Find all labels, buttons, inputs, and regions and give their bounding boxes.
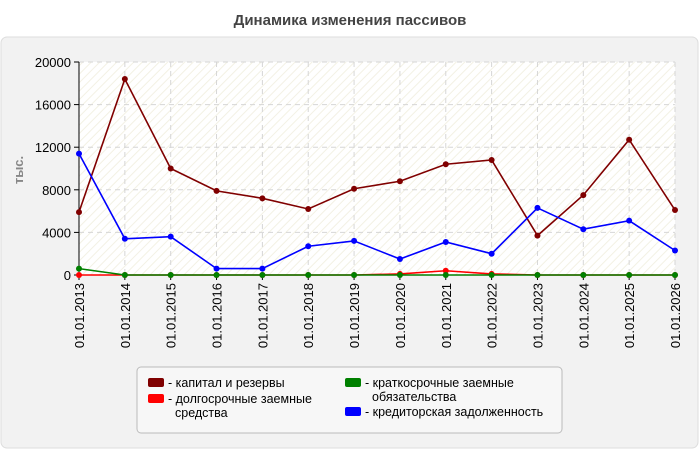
x-tick-label: 01.01.2019	[347, 283, 362, 348]
legend-label: - кредиторская задолженность	[365, 405, 543, 419]
legend-swatch	[148, 378, 164, 387]
data-point	[396, 178, 403, 185]
legend-box	[136, 366, 563, 434]
legend-swatch	[345, 378, 361, 387]
data-point	[626, 217, 633, 224]
x-tick-label: 01.01.2018	[301, 283, 316, 348]
data-point	[580, 192, 587, 199]
y-tick-label: 0	[64, 268, 71, 283]
data-point	[259, 195, 266, 202]
data-point	[351, 272, 358, 278]
x-tick-label: 01.01.2013	[72, 283, 87, 348]
x-tick-labels: 01.01.2013 01.01.2014 01.01.2015 01.01.2016…	[72, 283, 683, 348]
legend-label: - долгосрочные заемные	[168, 392, 312, 406]
data-point	[259, 265, 266, 272]
x-tick-label: 01.01.2023	[530, 283, 545, 348]
data-point	[213, 265, 220, 272]
legend-swatch	[148, 394, 164, 403]
data-point	[76, 265, 82, 272]
data-point	[305, 205, 312, 212]
grid-lines	[79, 61, 676, 275]
data-point	[580, 272, 587, 278]
legend-label: обязательства	[372, 390, 456, 404]
chart-title: Динамика изменения пассивов	[234, 12, 467, 29]
data-point	[76, 272, 82, 278]
x-tick-label: 01.01.2017	[255, 283, 270, 348]
data-point	[488, 250, 495, 257]
x-tick-label: 01.01.2021	[439, 283, 454, 348]
x-tick-label: 01.01.2022	[485, 283, 500, 348]
data-point	[76, 150, 82, 157]
x-tick-label: 01.01.2025	[622, 283, 637, 348]
x-tick-label: 01.01.2026	[668, 283, 683, 348]
x-tick-label: 01.01.2020	[393, 283, 408, 348]
data-point	[76, 209, 82, 216]
series-4	[76, 150, 678, 272]
data-point	[351, 237, 358, 244]
data-point	[305, 272, 312, 278]
data-point	[672, 207, 678, 214]
data-point	[121, 235, 128, 242]
legend-label: - краткосрочные заемные	[365, 376, 514, 390]
data-point	[121, 76, 128, 83]
data-point	[626, 272, 633, 278]
y-tick-label: 8000	[42, 183, 71, 198]
data-point	[167, 233, 174, 240]
data-point	[534, 204, 541, 211]
series-line	[78, 153, 676, 270]
series-line	[78, 77, 676, 237]
plot-area	[79, 62, 675, 275]
data-point	[488, 156, 495, 163]
data-point	[396, 256, 403, 263]
data-point	[396, 272, 403, 278]
x-tick-label: 01.01.2024	[576, 283, 591, 348]
series-3	[76, 265, 678, 278]
y-tick-label: 4000	[42, 225, 71, 240]
data-point	[626, 136, 633, 143]
series-1	[76, 76, 678, 239]
x-tick-label: 01.01.2014	[118, 283, 133, 348]
data-point	[442, 267, 449, 274]
data-point	[167, 272, 174, 278]
data-point	[442, 272, 449, 278]
data-point	[121, 272, 128, 278]
legend-swatch	[345, 407, 361, 416]
data-point	[213, 272, 220, 278]
data-point	[259, 272, 266, 278]
legend: - капитал и резервы - долгосрочные заемны…	[148, 376, 543, 420]
y-axis-label: тыс.	[11, 156, 26, 184]
data-point	[534, 272, 541, 278]
legend-label: средства	[175, 406, 228, 420]
data-point	[580, 226, 587, 233]
y-tick-label: 12000	[35, 140, 71, 155]
series-lines	[76, 76, 678, 278]
y-tick-label: 20000	[35, 55, 71, 70]
data-point	[213, 187, 220, 194]
y-tick-labels: 0 4000 8000 12000 16000 20000	[35, 55, 71, 283]
x-tick-label: 01.01.2016	[210, 283, 225, 348]
data-point	[442, 161, 449, 168]
y-tick-label: 16000	[35, 98, 71, 113]
x-tick-label: 01.01.2015	[164, 283, 179, 348]
data-point	[672, 247, 678, 254]
data-point	[534, 232, 541, 239]
data-point	[167, 165, 174, 172]
data-point	[442, 238, 449, 245]
legend-label: - капитал и резервы	[168, 376, 285, 390]
series-line	[78, 267, 675, 276]
data-point	[488, 272, 495, 278]
data-point	[351, 185, 358, 192]
data-point	[305, 243, 312, 250]
data-point	[672, 272, 678, 278]
